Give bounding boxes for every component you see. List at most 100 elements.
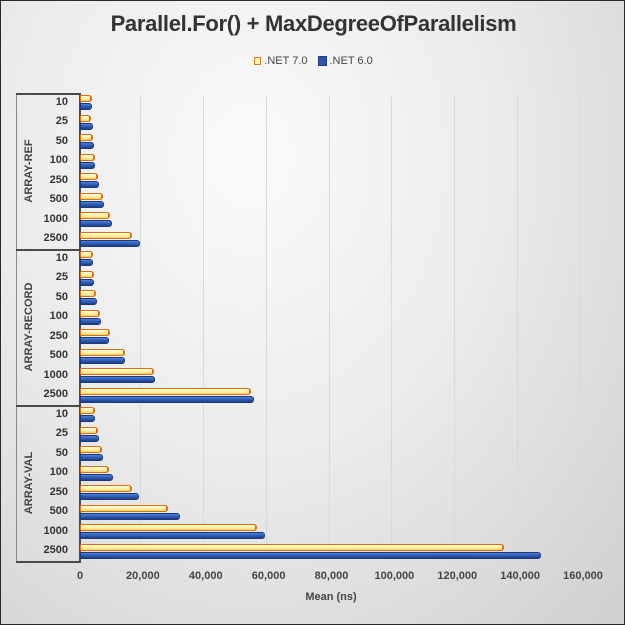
bar-net7 bbox=[80, 114, 91, 122]
gridline bbox=[265, 96, 267, 561]
gridline bbox=[202, 96, 204, 561]
x-tick-label: 40,000 bbox=[188, 570, 223, 582]
category-label: 25 bbox=[55, 427, 68, 440]
group-separator bbox=[16, 93, 81, 95]
bar-net6 bbox=[80, 395, 254, 403]
bar-net6 bbox=[80, 551, 542, 559]
x-tick-label: 120,000 bbox=[437, 570, 478, 582]
legend-swatch-net7-icon bbox=[254, 57, 262, 65]
bar-net6 bbox=[80, 434, 99, 442]
legend-item-net7: .NET 7.0 bbox=[254, 55, 308, 67]
chart-title: Parallel.For() + MaxDegreeOfParallelism bbox=[110, 11, 517, 36]
bar-net7 bbox=[80, 387, 251, 395]
bar-net6 bbox=[80, 239, 141, 247]
bar-net6 bbox=[80, 317, 101, 325]
legend: .NET 7.0 .NET 6.0 bbox=[1, 55, 625, 67]
bar-net6 bbox=[80, 122, 93, 130]
bar-net7 bbox=[80, 504, 169, 512]
category-label: 500 bbox=[49, 193, 68, 206]
bar-net6 bbox=[80, 220, 112, 227]
bar-net7 bbox=[80, 407, 96, 414]
category-label: 10 bbox=[55, 251, 68, 264]
bar-net7 bbox=[80, 446, 102, 453]
category-label: 25 bbox=[55, 115, 68, 128]
category-label: 50 bbox=[55, 446, 68, 459]
category-label: 250 bbox=[49, 173, 68, 186]
x-tick-label: 160,000 bbox=[563, 570, 603, 582]
bar-net6 bbox=[80, 259, 93, 266]
x-axis-label: Mean (ns) bbox=[305, 591, 357, 603]
bar-net6 bbox=[80, 532, 265, 539]
bar-net6 bbox=[80, 142, 95, 149]
bar-net7 bbox=[80, 465, 109, 473]
bar-net7 bbox=[80, 153, 95, 161]
category-label: 500 bbox=[49, 349, 68, 362]
bar-net7 bbox=[80, 270, 94, 278]
x-tick-label: 0 bbox=[76, 570, 84, 582]
category-label: 10 bbox=[55, 407, 68, 420]
bar-net7 bbox=[80, 231, 132, 239]
bar-net7 bbox=[80, 309, 101, 317]
bar-net7 bbox=[80, 290, 97, 297]
legend-swatch-net6-icon bbox=[317, 56, 327, 66]
x-tick-label: 80,000 bbox=[314, 570, 349, 582]
bar-net6 bbox=[80, 200, 104, 208]
category-label: 100 bbox=[49, 466, 68, 479]
bar-net7 bbox=[80, 348, 126, 356]
legend-label-net6: .NET 6.0 bbox=[329, 55, 373, 67]
x-tick-label: 60,000 bbox=[251, 570, 286, 582]
bar-net7 bbox=[80, 192, 103, 200]
bar-net6 bbox=[80, 337, 110, 344]
bar-net7 bbox=[80, 524, 257, 531]
x-tick-label: 20,000 bbox=[126, 570, 160, 582]
bar-net7 bbox=[80, 134, 94, 141]
category-label: 50 bbox=[55, 134, 68, 147]
bar-net6 bbox=[80, 454, 104, 461]
bar-net6 bbox=[80, 161, 96, 169]
bar-net6 bbox=[80, 493, 139, 500]
gridline bbox=[139, 96, 141, 561]
bar-net6 bbox=[80, 356, 125, 364]
category-label: 10 bbox=[55, 95, 68, 108]
category-label: 1000 bbox=[43, 368, 68, 381]
bar-net7 bbox=[80, 212, 110, 219]
bar-net6 bbox=[80, 415, 95, 422]
bar-net7 bbox=[80, 173, 99, 180]
category-label: 1000 bbox=[43, 212, 68, 225]
gridline bbox=[454, 96, 456, 561]
bar-net6 bbox=[80, 512, 180, 520]
legend-label-net7: .NET 7.0 bbox=[264, 55, 308, 67]
category-label: 2500 bbox=[43, 232, 68, 245]
bar-net7 bbox=[80, 485, 132, 492]
category-label: 100 bbox=[49, 154, 68, 167]
bar-net7 bbox=[80, 543, 505, 551]
gridline bbox=[391, 96, 393, 561]
bar-net6 bbox=[80, 473, 113, 481]
bar-net6 bbox=[80, 181, 100, 188]
bar-net6 bbox=[80, 376, 156, 383]
x-tick-label: 140,000 bbox=[500, 570, 540, 582]
x-tick-label: 100,000 bbox=[374, 570, 415, 582]
category-label: 500 bbox=[49, 505, 68, 518]
bar-net6 bbox=[80, 298, 97, 305]
bar-net7 bbox=[80, 329, 111, 336]
gridline bbox=[328, 96, 330, 561]
bar-net7 bbox=[80, 368, 154, 375]
group-separator bbox=[16, 561, 81, 563]
group-separator bbox=[16, 405, 81, 407]
category-label: 25 bbox=[55, 271, 68, 284]
bar-net6 bbox=[80, 103, 92, 110]
group-box-border bbox=[16, 93, 17, 563]
y-axis-line bbox=[79, 93, 81, 563]
category-label: 250 bbox=[49, 329, 68, 342]
gridline bbox=[517, 96, 519, 561]
category-label: 100 bbox=[49, 310, 68, 323]
category-label: 2500 bbox=[43, 388, 68, 401]
bar-net7 bbox=[80, 95, 92, 102]
category-label: 50 bbox=[55, 290, 68, 303]
category-label: 1000 bbox=[43, 524, 68, 537]
gridline bbox=[580, 96, 581, 561]
category-label: 250 bbox=[49, 485, 68, 498]
